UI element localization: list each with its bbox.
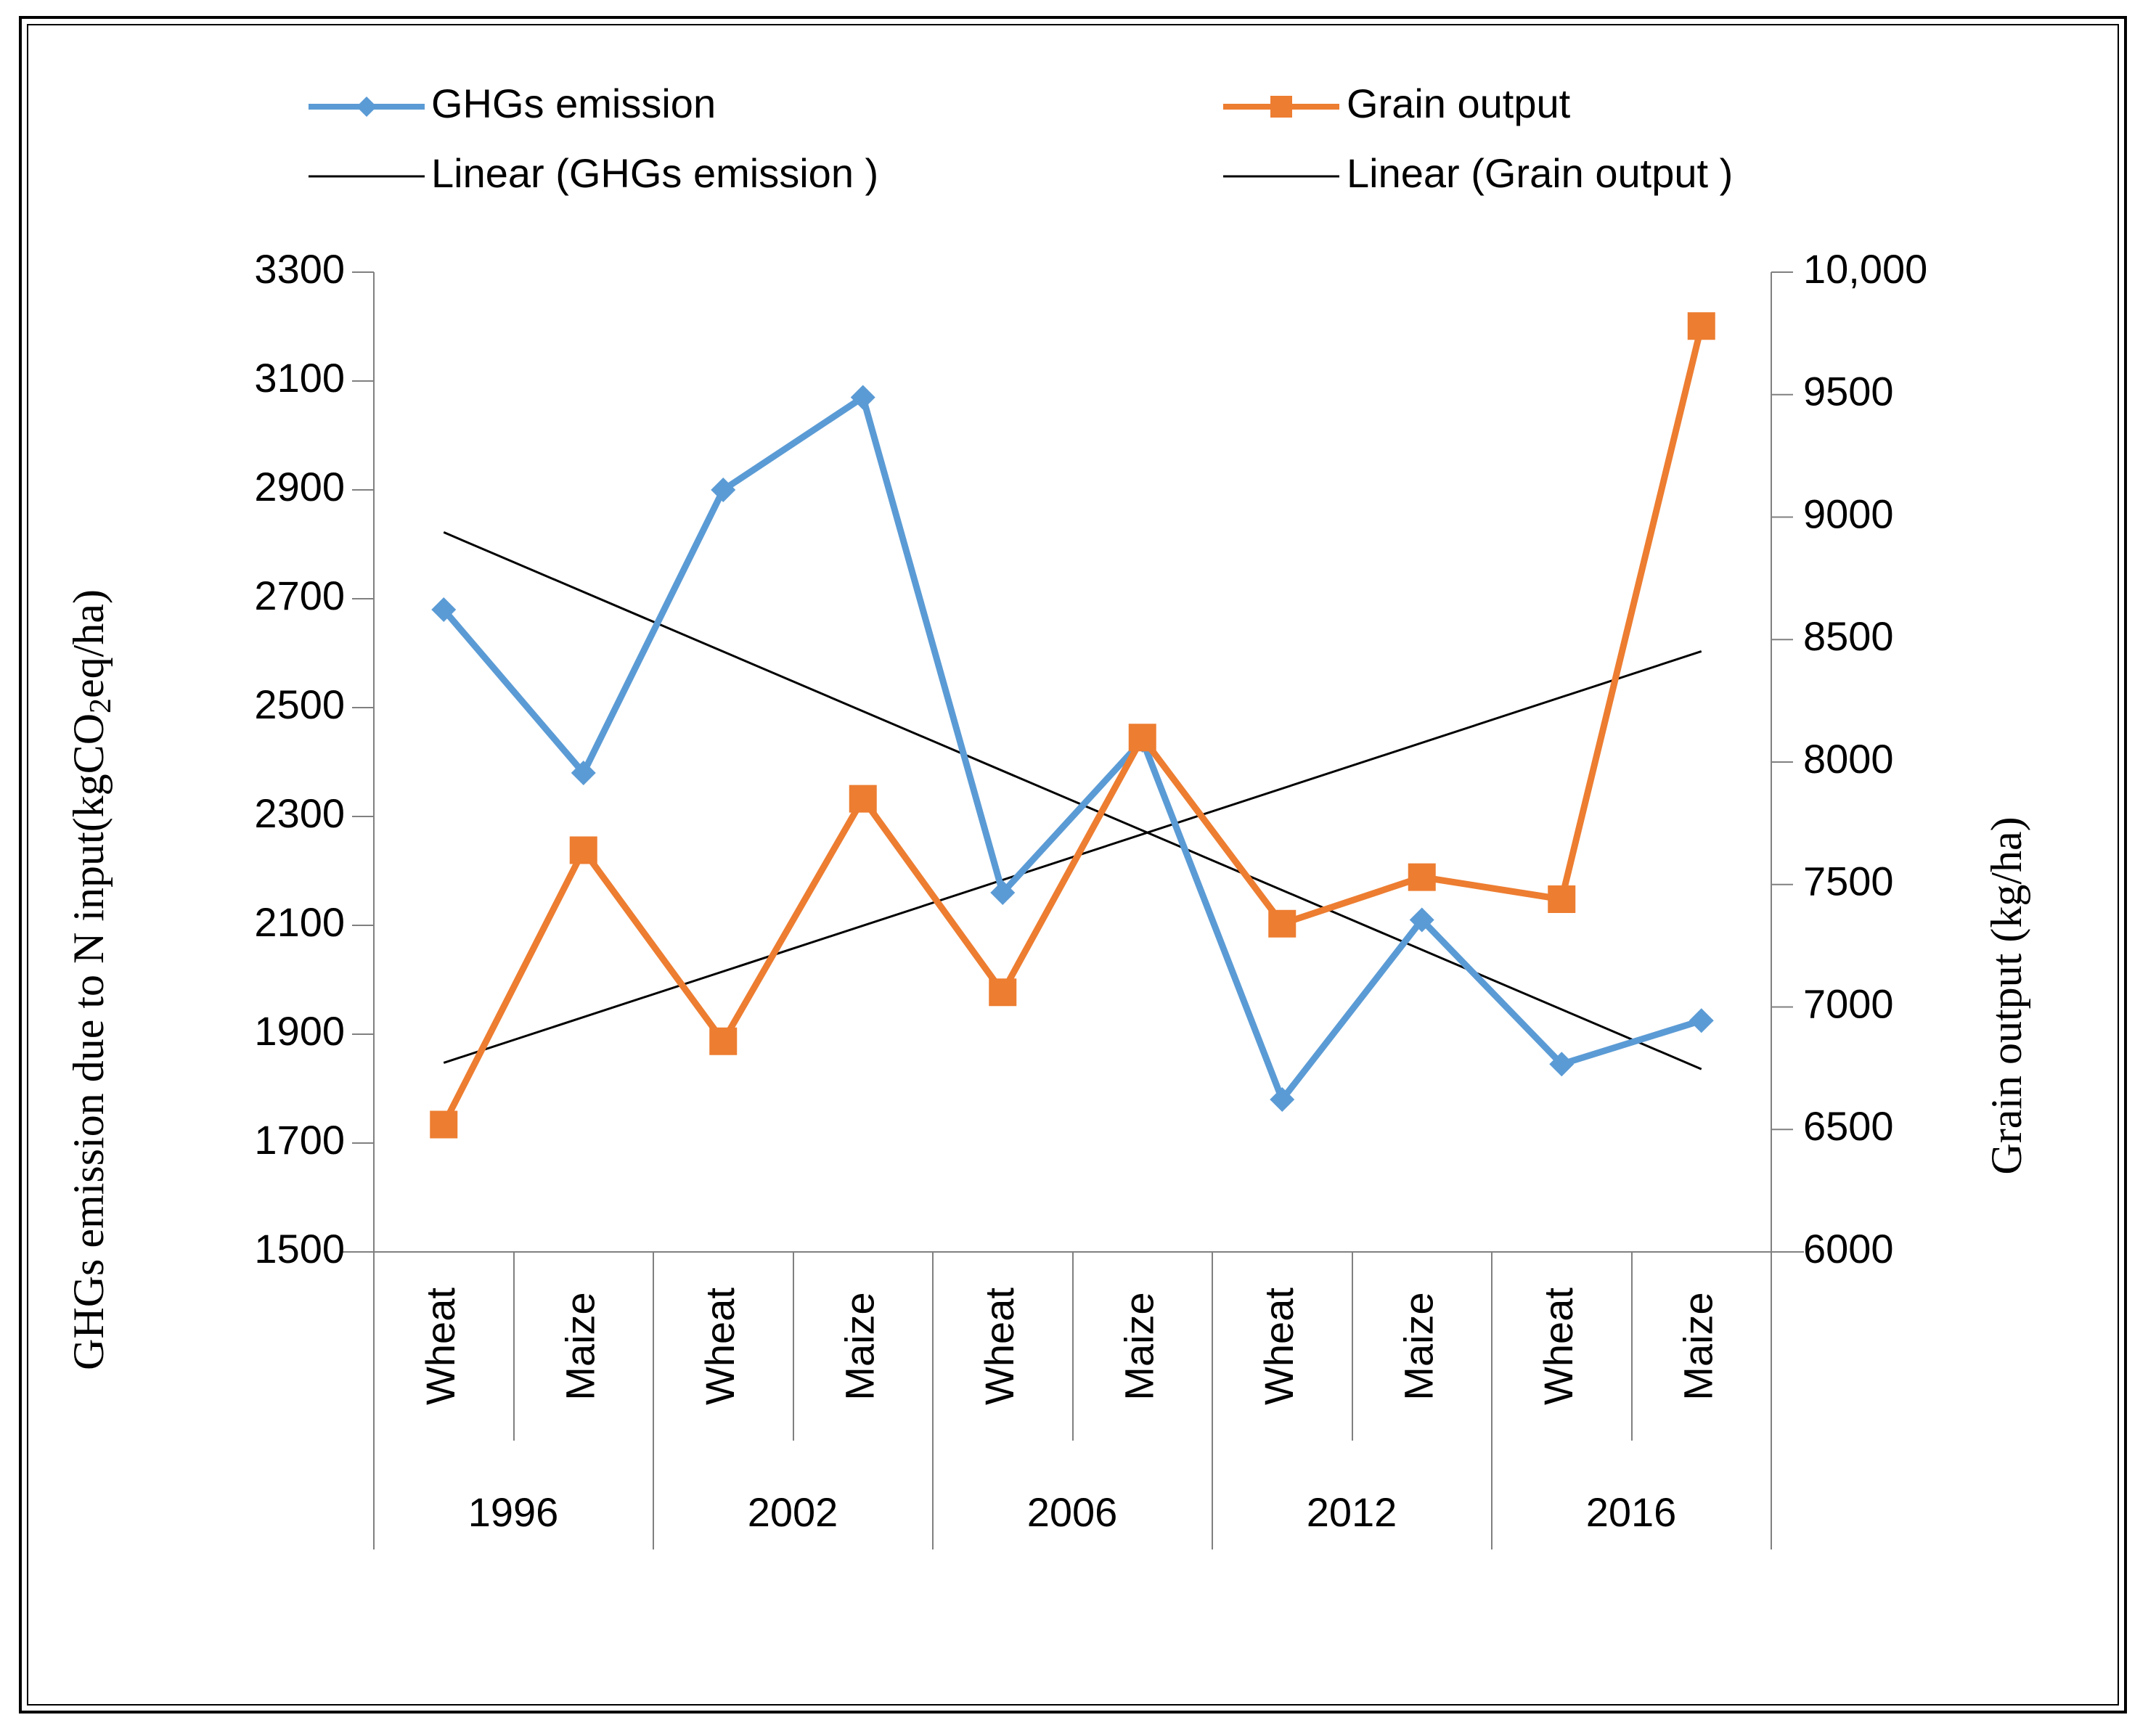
grain-point-marker	[1268, 909, 1297, 938]
legend-entry-linear-grain: Linear (Grain output )	[1223, 150, 1733, 196]
crop-label: Wheat	[1256, 1287, 1302, 1405]
right-axis-tick-labels: 6000 6500 7000 7500 8000 8500 9000 9500 …	[1803, 246, 1927, 1272]
left-tick-label: 2900	[254, 464, 345, 509]
crop-label: Wheat	[697, 1287, 743, 1405]
crop-label: Wheat	[417, 1287, 463, 1405]
year-label: 2006	[1027, 1489, 1118, 1535]
outer-frame	[19, 16, 2127, 1714]
left-tick-label: 1700	[254, 1117, 345, 1163]
series-line-ghgs-emission	[441, 394, 1703, 1103]
grain-point-marker	[1128, 724, 1156, 752]
grain-point-marker	[1408, 863, 1436, 891]
right-tick-label: 8500	[1803, 613, 1894, 659]
right-tick-label: 9000	[1803, 491, 1894, 536]
right-axis-tick-marks	[1771, 271, 1793, 1253]
ghgs-point-marker	[571, 761, 596, 785]
year-label: 1996	[468, 1489, 559, 1535]
year-label: 2016	[1586, 1489, 1677, 1535]
trendlines	[443, 531, 1702, 1070]
left-tick-label: 3300	[254, 246, 345, 292]
ghgs-point-marker	[711, 478, 736, 502]
grain-point-marker	[569, 836, 597, 864]
right-tick-label: 10,000	[1803, 246, 1927, 292]
left-tick-label: 2500	[254, 681, 345, 727]
series-lines	[441, 325, 1705, 1126]
grain-point-marker	[849, 785, 877, 813]
crop-label: Maize	[837, 1292, 883, 1400]
grain-point-marker	[1548, 885, 1576, 913]
legend-label-grain: Grain output	[1347, 81, 1571, 126]
inner-frame	[27, 24, 2119, 1706]
ghgs-point-marker	[990, 880, 1016, 905]
crop-label: Wheat	[1535, 1287, 1581, 1405]
crop-label: Maize	[1116, 1292, 1162, 1400]
ghgs-point-marker	[1549, 1052, 1575, 1077]
grain-point-marker	[1687, 312, 1715, 340]
legend-entry-ghgs-emission: GHGs emission	[309, 81, 716, 126]
trendline-ghgs-emission	[443, 531, 1702, 1070]
right-tick-label: 7500	[1803, 859, 1894, 904]
grain-point-marker	[709, 1027, 738, 1055]
year-label: 2002	[748, 1489, 838, 1535]
left-axis-tick-labels: 1500 1700 1900 2100 2300 2500 2700 2900 …	[254, 246, 345, 1272]
year-tick-labels: 1996 2002 2006 2012 2016	[468, 1489, 1677, 1535]
ghgs-point-marker	[850, 385, 875, 410]
crop-label: Maize	[1396, 1292, 1442, 1400]
legend-label-linear-grain: Linear (Grain output )	[1347, 150, 1733, 196]
right-axis-title: Grain output (kg/ha)	[1983, 816, 2030, 1174]
left-axis-title: GHGs emission due to N input(kgCO2eq/ha)	[65, 589, 118, 1370]
right-tick-label: 6000	[1803, 1226, 1894, 1272]
left-axis-title-prefix: GHGs emission due to N input(kgCO	[65, 713, 113, 1370]
right-tick-label: 9500	[1803, 369, 1894, 414]
left-tick-label: 2100	[254, 899, 345, 945]
left-tick-label: 1500	[254, 1226, 345, 1272]
series-markers	[430, 312, 1715, 1139]
legend-label-linear-ghgs: Linear (GHGs emission )	[431, 150, 878, 196]
left-tick-label: 1900	[254, 1008, 345, 1054]
year-label: 2012	[1307, 1489, 1397, 1535]
left-tick-label: 2300	[254, 790, 345, 836]
legend: GHGs emission Grain output Linear (GHGs …	[309, 81, 1733, 196]
ghgs-point-marker	[1409, 907, 1434, 933]
left-axis-tick-marks	[352, 271, 374, 1253]
legend-diamond-marker-icon	[356, 97, 377, 117]
right-tick-label: 8000	[1803, 736, 1894, 782]
ghgs-point-marker	[1270, 1087, 1295, 1112]
left-axis-title-suffix: eq/ha)	[65, 589, 113, 698]
grain-point-marker	[430, 1110, 458, 1139]
crop-label: Wheat	[976, 1287, 1022, 1405]
right-tick-label: 7000	[1803, 980, 1894, 1026]
crop-label: Maize	[1675, 1292, 1721, 1400]
left-tick-label: 2700	[254, 573, 345, 618]
grain-point-marker	[989, 978, 1017, 1007]
crop-tick-labels: Wheat Maize Wheat Maize Wheat Maize Whea…	[417, 1287, 1721, 1405]
left-axis-title-subscript: 2	[84, 698, 118, 713]
legend-entry-linear-ghgs: Linear (GHGs emission )	[309, 150, 878, 196]
ghgs-point-marker	[1689, 1008, 1714, 1033]
legend-label-ghgs: GHGs emission	[431, 81, 716, 126]
legend-square-marker-icon	[1270, 96, 1292, 118]
ghgs-point-marker	[431, 597, 457, 622]
legend-entry-grain-output: Grain output	[1223, 81, 1571, 126]
left-tick-label: 3100	[254, 355, 345, 401]
trendline-grain-output	[443, 650, 1702, 1064]
crop-label: Maize	[558, 1292, 603, 1400]
right-tick-label: 6500	[1803, 1103, 1894, 1149]
series-line-grain-output	[441, 325, 1705, 1126]
